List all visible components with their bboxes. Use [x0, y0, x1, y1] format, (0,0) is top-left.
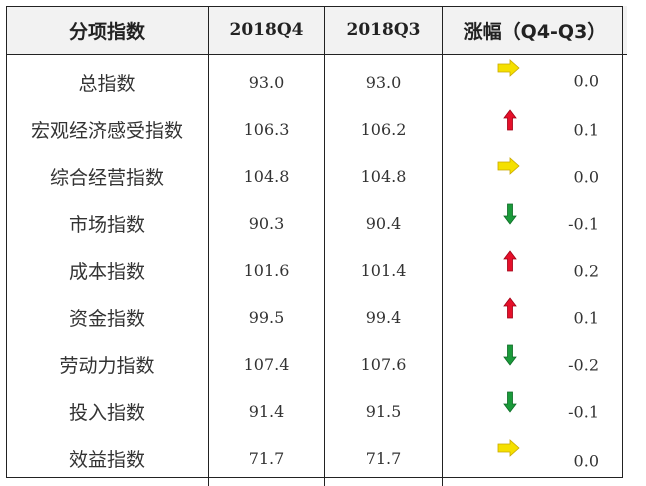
- index-name-cell: 成本指数: [6, 247, 209, 294]
- index-name-cell: 总指数: [6, 54, 209, 106]
- change-cell: 0.0: [443, 153, 628, 200]
- table-header-row: 分项指数 2018Q4 2018Q3 涨幅（Q4-Q3）: [6, 6, 627, 55]
- index-name-cell: 资金指数: [6, 294, 209, 341]
- change-value: -0.1: [568, 214, 599, 233]
- q3-value-cell: 107.6: [324, 341, 443, 388]
- index-name-cell: 投入指数: [6, 388, 209, 435]
- index-name-cell: 宏观经济感受指数: [6, 106, 209, 153]
- change-value: 0.0: [573, 451, 599, 470]
- q4-value-cell: 91.4: [208, 388, 325, 435]
- right-arrow-icon: [497, 439, 523, 463]
- index-name-cell: 综合经营指数: [6, 153, 209, 200]
- index-table: 分项指数 2018Q4 2018Q3 涨幅（Q4-Q3） 总指数 93.0 93.0…: [6, 6, 627, 486]
- q4-value-cell: 107.4: [208, 341, 325, 388]
- change-value: 0.1: [573, 120, 599, 139]
- q4-value-cell: 101.6: [208, 247, 325, 294]
- index-table-container: 分项指数 2018Q4 2018Q3 涨幅（Q4-Q3） 总指数 93.0 93.0…: [6, 6, 627, 486]
- up-arrow-icon: [503, 250, 529, 274]
- q4-value-cell: 90.3: [208, 200, 325, 247]
- header-category: 分项指数: [6, 6, 209, 55]
- q4-value-cell: 106.3: [208, 106, 325, 153]
- q3-value-cell: 104.8: [324, 153, 443, 200]
- change-cell: 0.0: [443, 55, 628, 107]
- q3-value-cell: 93.0: [324, 54, 443, 106]
- change-value: -0.1: [568, 402, 599, 421]
- change-cell: 0.1: [443, 294, 628, 341]
- down-arrow-icon: [503, 391, 529, 415]
- q3-value-cell: 99.4: [324, 294, 443, 341]
- index-name-cell: 效益指数: [6, 435, 209, 486]
- change-cell: 0.0: [443, 435, 628, 486]
- header-2018q3: 2018Q3: [324, 6, 443, 55]
- change-cell: -0.1: [443, 388, 628, 435]
- header-change: 涨幅（Q4-Q3）: [442, 6, 627, 55]
- change-cell: -0.2: [443, 341, 628, 388]
- table-row: 劳动力指数 107.4 107.6 -0.2: [6, 341, 627, 388]
- index-name-cell: 市场指数: [6, 200, 209, 247]
- table-row: 总指数 93.0 93.0 0.0: [6, 54, 628, 107]
- table-row: 效益指数 71.7 71.7 0.0: [6, 435, 627, 486]
- table-row: 资金指数 99.5 99.4 0.1: [6, 294, 627, 341]
- right-arrow-icon: [497, 59, 523, 83]
- change-value: 0.0: [573, 167, 599, 186]
- q3-value-cell: 106.2: [324, 106, 443, 153]
- table-row: 成本指数 101.6 101.4 0.2: [6, 247, 627, 294]
- change-value: 0.1: [573, 308, 599, 327]
- table-row: 投入指数 91.4 91.5 -0.1: [6, 388, 627, 435]
- up-arrow-icon: [503, 109, 529, 133]
- q3-value-cell: 101.4: [324, 247, 443, 294]
- index-name-cell: 劳动力指数: [6, 341, 209, 388]
- q4-value-cell: 104.8: [208, 153, 325, 200]
- q3-value-cell: 90.4: [324, 200, 443, 247]
- down-arrow-icon: [503, 344, 529, 368]
- change-value: -0.2: [568, 355, 599, 374]
- down-arrow-icon: [503, 203, 529, 227]
- table-row: 市场指数 90.3 90.4 -0.1: [6, 200, 627, 247]
- change-cell: 0.1: [443, 106, 628, 153]
- table-row: 综合经营指数 104.8 104.8 0.0: [6, 153, 627, 200]
- q3-value-cell: 91.5: [324, 388, 443, 435]
- table-row: 宏观经济感受指数 106.3 106.2 0.1: [6, 106, 627, 153]
- q4-value-cell: 71.7: [208, 435, 325, 486]
- change-value: 0.2: [573, 261, 599, 280]
- q3-value-cell: 71.7: [324, 435, 443, 486]
- up-arrow-icon: [503, 297, 529, 321]
- change-value: 0.0: [573, 71, 599, 90]
- change-cell: -0.1: [443, 200, 628, 247]
- q4-value-cell: 99.5: [208, 294, 325, 341]
- q4-value-cell: 93.0: [208, 54, 325, 106]
- right-arrow-icon: [497, 157, 523, 181]
- change-cell: 0.2: [443, 247, 628, 294]
- header-2018q4: 2018Q4: [208, 6, 325, 55]
